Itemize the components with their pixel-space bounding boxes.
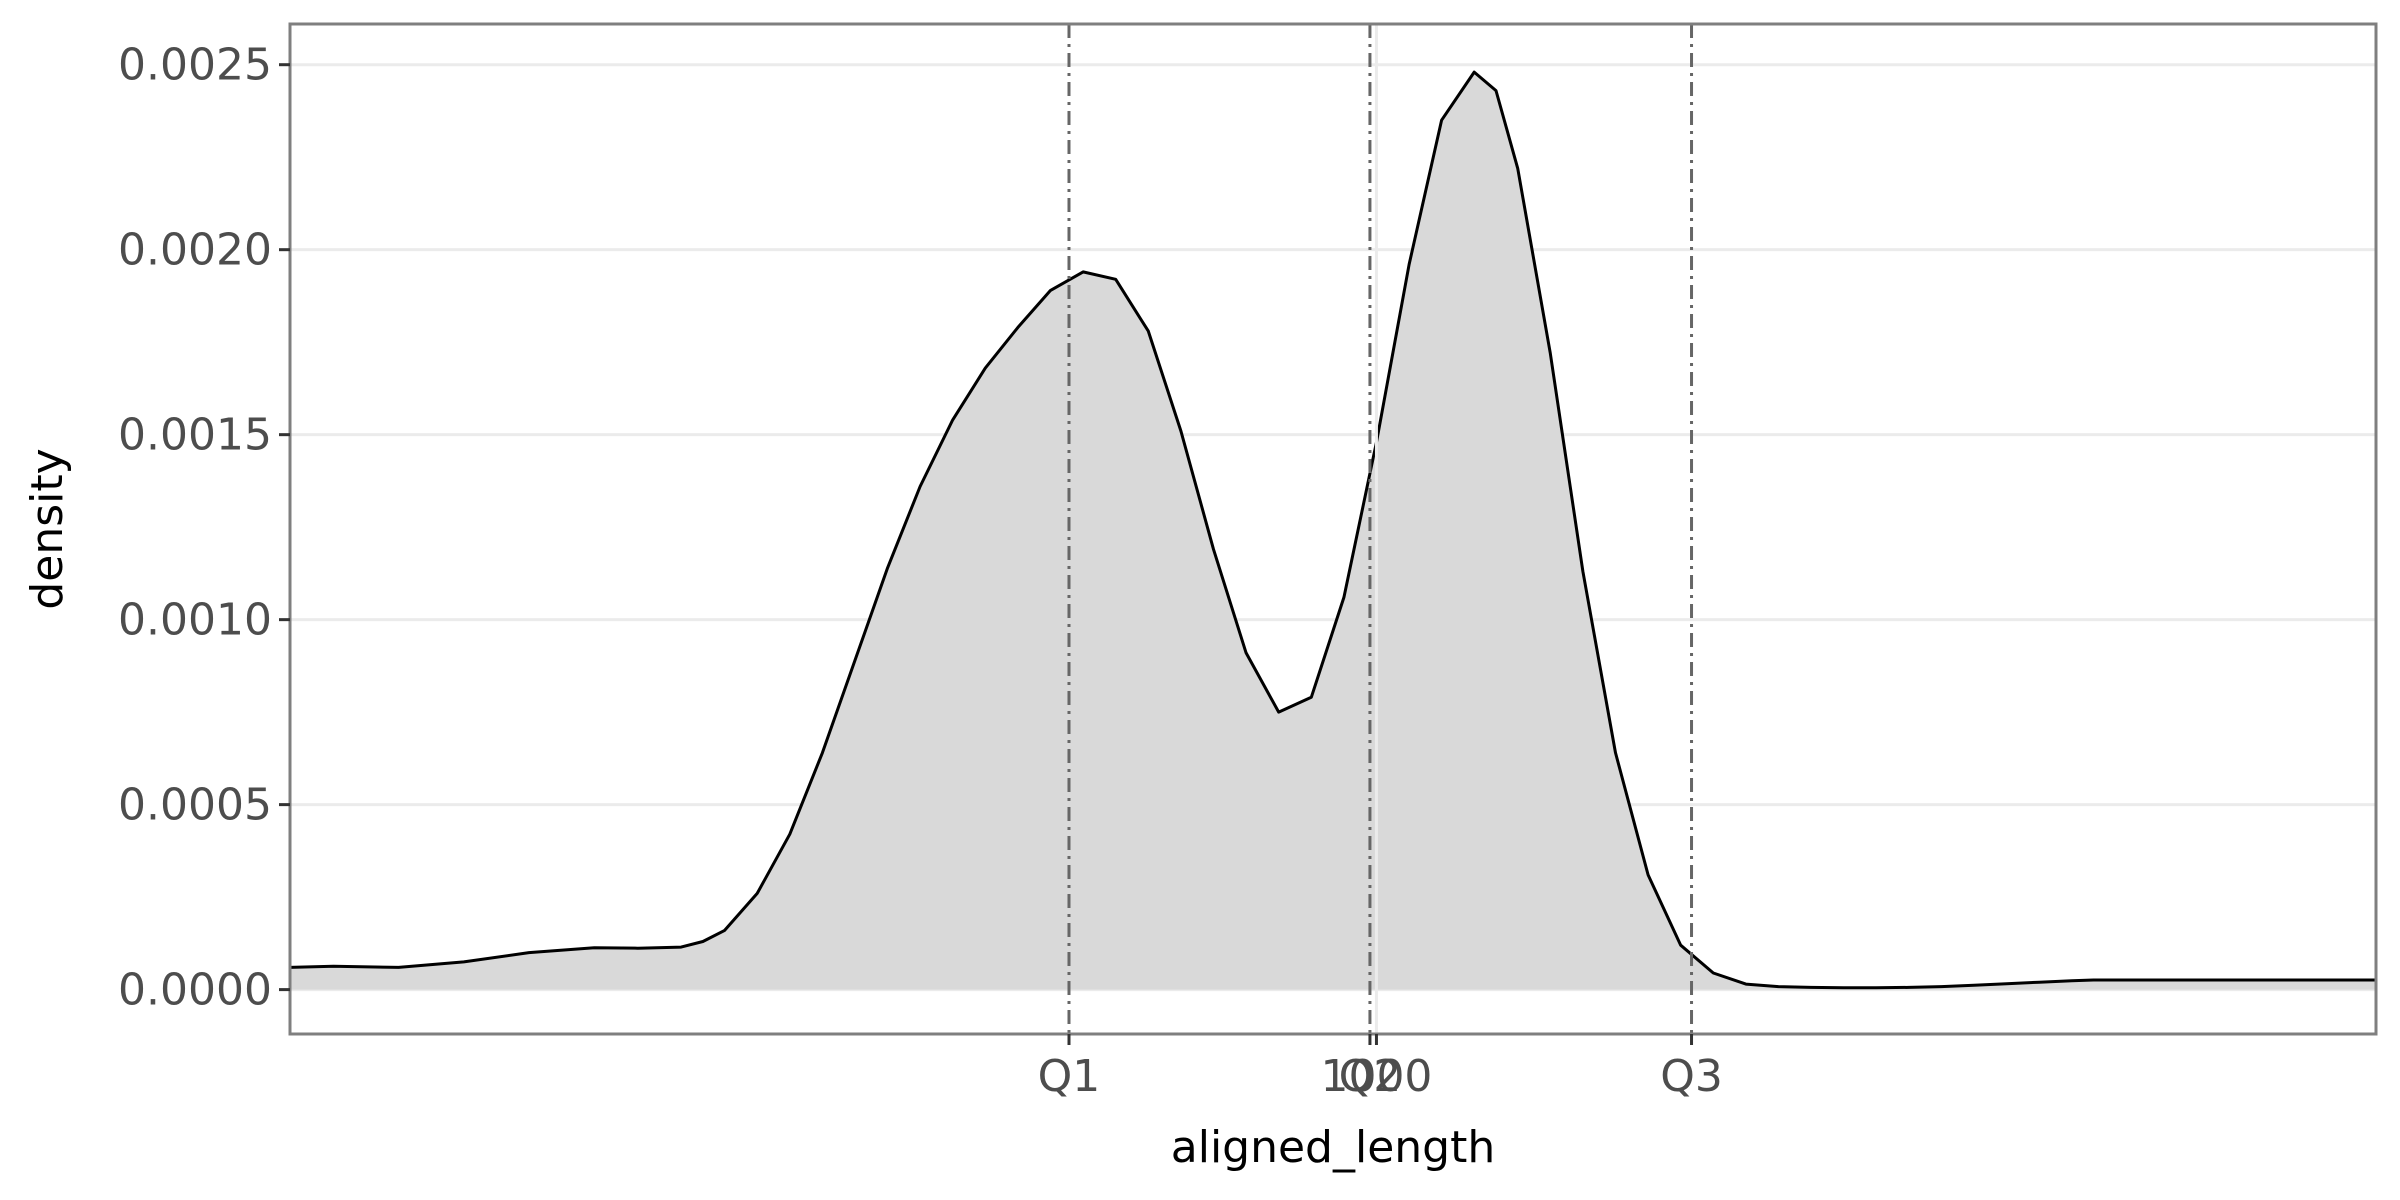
- density-area-layer: [289, 70, 2376, 990]
- marker-q1-label: Q1: [1038, 1051, 1101, 1102]
- marker-1000-label: 1000: [1320, 1051, 1432, 1102]
- y-tick-label: 0.0000: [118, 965, 272, 1016]
- y-tick-label: 0.0015: [118, 410, 272, 461]
- marker-q3-label: Q3: [1660, 1051, 1723, 1102]
- y-axis-label: density: [22, 448, 73, 609]
- density-line: [289, 70, 2376, 990]
- panel-frame: [288, 22, 2378, 1036]
- y-tick-layer: 0.0000 0.0005 0.0010 0.0015 0.0020 0.0025: [118, 40, 290, 1016]
- y-tick-label: 0.0020: [118, 225, 272, 276]
- density-area: [290, 72, 2376, 990]
- x-axis-label: aligned_length: [1171, 1122, 1495, 1173]
- marker-layer: [1067, 24, 1694, 1034]
- y-tick-label: 0.0005: [118, 780, 272, 831]
- marker-q2-label: Q2: [1339, 1051, 1402, 1102]
- y-tick-label: 0.0025: [118, 40, 272, 91]
- x-tick-layer: 1000 Q1 Q2 Q3: [1038, 1034, 1723, 1102]
- y-tick-label: 0.0010: [118, 595, 272, 646]
